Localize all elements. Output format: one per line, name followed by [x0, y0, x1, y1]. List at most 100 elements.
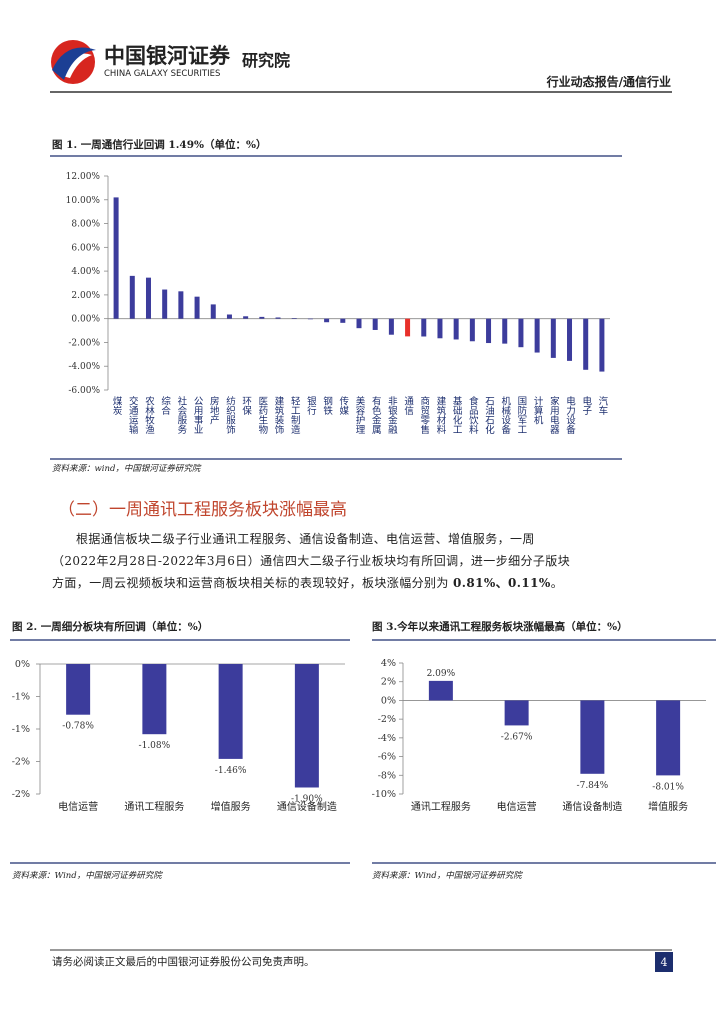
bar — [405, 318, 411, 337]
figure-title: 图 2. 一周细分板块有所回调（单位：%） — [12, 620, 208, 633]
y-tick-label: -1% — [12, 724, 30, 735]
x-tick-label: 有色金属 — [370, 395, 382, 435]
y-tick-label: -2% — [12, 789, 30, 800]
bar — [275, 317, 281, 319]
x-tick-label: 商贸零售 — [418, 395, 430, 435]
x-tick-label: 美容护理 — [354, 395, 366, 434]
y-tick-label: 4% — [381, 658, 396, 669]
text: 。 — [550, 576, 564, 590]
x-tick-label: 基础化工 — [451, 395, 463, 434]
x-tick-label: 钢铁 — [321, 395, 333, 416]
value-label: -1.46% — [215, 766, 247, 776]
bar — [66, 664, 91, 715]
source: 资料来源：wind，中国银河证券研究院 — [52, 463, 202, 474]
value-label: -1.90% — [291, 795, 323, 805]
bar — [421, 318, 427, 337]
bar — [599, 318, 605, 372]
bar — [162, 289, 168, 319]
x-tick-label: 建筑装饰 — [273, 395, 285, 435]
x-tick-label: 国防军工 — [515, 396, 527, 434]
x-tick-label: 公用事业 — [192, 396, 204, 434]
y-tick-label: -1% — [12, 692, 30, 703]
bar — [226, 314, 232, 319]
bar — [129, 275, 135, 319]
figure-title: 图 1. 一周通信行业回调 1.49%（单位：%） — [52, 138, 266, 151]
x-tick-label: 食品饮料 — [467, 395, 479, 435]
bar — [583, 318, 589, 370]
figure-title: 图 3.今年以来通讯工程服务板块涨幅最高（单位：%） — [372, 620, 628, 633]
source: 资料来源：Wind，中国银河证券研究院 — [12, 870, 163, 881]
page-box — [655, 952, 673, 972]
bar — [567, 318, 573, 361]
bar — [178, 291, 184, 319]
bar — [550, 318, 556, 358]
logo-cn: 中国银河证券 — [104, 43, 231, 68]
y-tick-label: -4.00% — [68, 362, 100, 372]
bar — [534, 318, 540, 353]
x-tick-label: 通讯工程服务 — [124, 800, 184, 813]
x-tick-label: 农林牧渔 — [143, 395, 155, 434]
bar — [580, 700, 605, 774]
y-tick-label: 2.00% — [71, 291, 100, 301]
y-tick-label: 0% — [381, 695, 396, 706]
x-tick-label: 综合 — [159, 395, 171, 416]
x-tick-label: 交通运输 — [127, 395, 139, 435]
x-tick-label: 电信运营 — [58, 800, 98, 813]
x-tick-label: 通信设备制造 — [562, 800, 622, 813]
bold-text: 0.81%、0.11% — [453, 576, 551, 590]
bar — [218, 664, 243, 759]
institute: 研究院 — [242, 51, 290, 70]
x-tick-label: 通信设备制造 — [277, 800, 337, 813]
bar — [243, 316, 249, 319]
value-label: -1.08% — [139, 741, 171, 751]
bar — [504, 700, 529, 726]
bar — [486, 318, 492, 344]
bar — [469, 318, 475, 342]
x-tick-label: 增值服务 — [211, 800, 251, 813]
x-tick-label: 石油石化 — [483, 396, 495, 435]
bar — [307, 318, 313, 320]
bar — [324, 318, 330, 323]
x-tick-label: 计算机 — [532, 395, 544, 425]
y-tick-label: 12.00% — [66, 172, 101, 182]
bar — [294, 664, 319, 788]
bar — [194, 296, 200, 319]
bar — [518, 318, 524, 348]
x-tick-label: 电信运营 — [497, 800, 537, 813]
x-tick-label: 通讯工程服务 — [411, 800, 471, 813]
y-tick-label: -2.00% — [68, 338, 100, 348]
disclaimer: 请务必阅读正文最后的中国银河证券股份公司免责声明。 — [52, 955, 315, 968]
y-tick-label: 8.00% — [71, 220, 100, 230]
y-tick-label: -2% — [378, 714, 396, 725]
x-tick-label: 轻工制造 — [289, 395, 301, 435]
x-tick-label: 建筑材料 — [434, 395, 446, 435]
value-label: -0.78% — [62, 722, 94, 732]
value-label: -7.84% — [577, 781, 609, 791]
x-tick-label: 银行 — [305, 395, 317, 416]
bar — [291, 318, 297, 319]
value-label: 2.09% — [427, 669, 456, 679]
x-tick-label: 非银金融 — [386, 395, 398, 435]
x-tick-label: 煤炭 — [111, 395, 123, 416]
y-tick-label: -6.00% — [68, 386, 100, 396]
bar — [372, 318, 378, 330]
bar — [656, 700, 681, 776]
x-tick-label: 电力设备 — [564, 395, 576, 435]
y-tick-label: -2% — [12, 757, 30, 768]
y-tick-label: 0% — [15, 659, 30, 670]
bar — [356, 318, 362, 329]
bar — [437, 318, 443, 339]
logo — [51, 40, 96, 84]
y-tick-label: 0.00% — [71, 315, 100, 325]
report-type: 行业动态报告/通信行业 — [546, 74, 671, 89]
value-label: -2.67% — [501, 732, 533, 742]
y-tick-label: 2% — [381, 677, 396, 688]
x-tick-label: 房地产 — [208, 395, 220, 425]
x-tick-label: 机械设备 — [499, 395, 511, 435]
bar — [259, 316, 265, 319]
bar — [388, 318, 394, 335]
y-tick-label: 10.00% — [66, 196, 101, 206]
y-tick-label: -10% — [372, 789, 396, 800]
value-label: -8.01% — [652, 782, 684, 792]
bar — [428, 680, 453, 701]
